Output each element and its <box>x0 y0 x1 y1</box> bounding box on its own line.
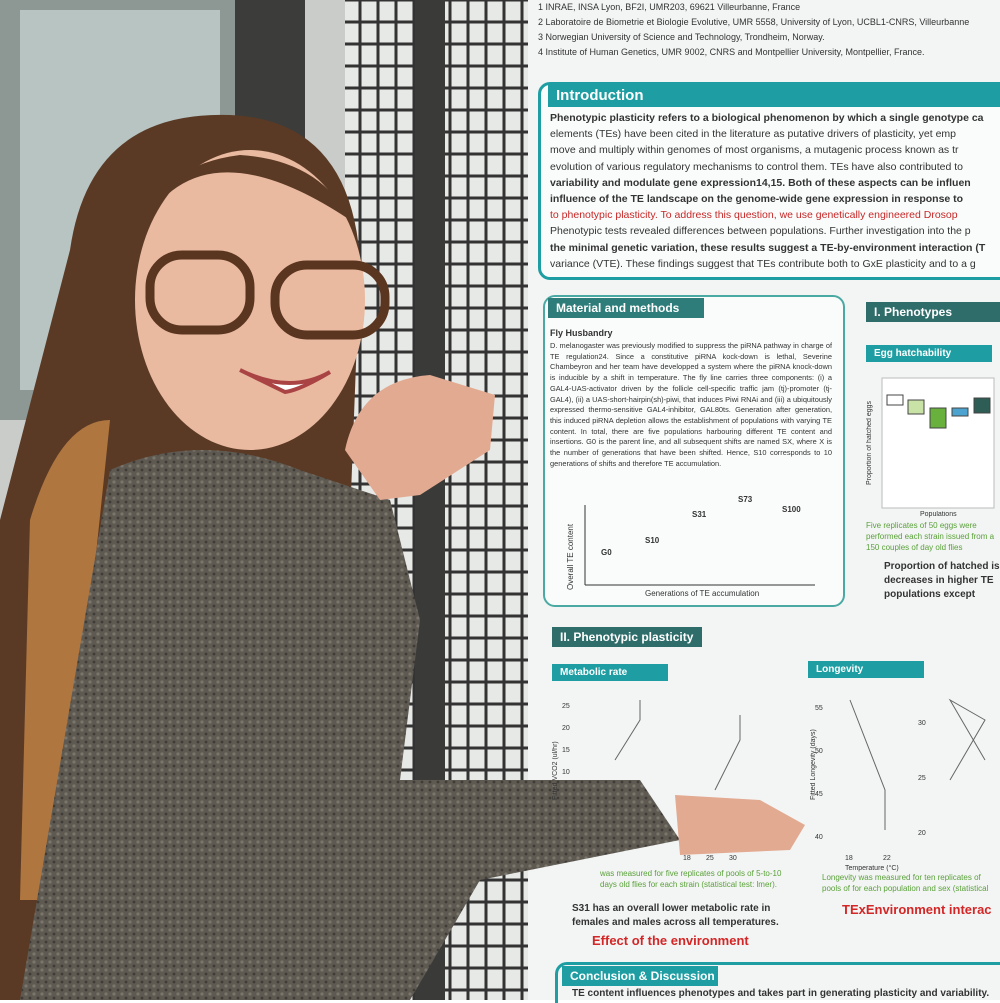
section-heading: Introduction <box>548 84 1000 107</box>
population-label: S31 <box>692 510 707 519</box>
tick-label: 18 <box>845 855 853 862</box>
subheading: Egg hatchability <box>866 345 992 362</box>
caption: Five replicates of 50 eggs were performe… <box>866 521 995 555</box>
subheading: Longevity <box>808 661 924 678</box>
population-label: S10 <box>645 536 660 545</box>
section-heading: I. Phenotypes <box>866 302 1000 322</box>
population-label: G0 <box>601 548 612 557</box>
tick-label: 20 <box>918 830 926 837</box>
hair-highlight <box>20 420 110 900</box>
section-heading: II. Phenotypic plasticity <box>552 627 702 647</box>
affiliation: 4 Institute of Human Genetics, UMR 9002,… <box>538 47 925 57</box>
affiliation: 1 INRAE, INSA Lyon, BF2I, UMR203, 69621 … <box>538 2 801 12</box>
intro-line: Phenotypic plasticity refers to a biolog… <box>550 112 984 124</box>
affiliation: 3 Norwegian University of Science and Te… <box>538 32 825 42</box>
bangs <box>140 155 350 230</box>
conclusion: TExEnvironment interac <box>842 902 992 917</box>
introduction-text: Phenotypic plasticity refers to a biolog… <box>550 110 1000 272</box>
methods-text: D. melanogaster was previously modified … <box>550 341 832 468</box>
section-heading: Material and methods <box>548 298 704 318</box>
section-heading: Conclusion & Discussion <box>562 966 718 986</box>
tick-label: 30 <box>918 720 926 727</box>
glasses-right <box>270 260 390 340</box>
methods-box <box>543 295 845 607</box>
raised-hand <box>345 375 495 500</box>
conclusion-text: TE content influences phenotypes and tak… <box>572 988 990 999</box>
intro-line: evolution of various regulatory mechanis… <box>550 160 964 173</box>
pointing-hand <box>675 795 805 855</box>
intro-line: elements (TEs) have been cited in the li… <box>550 128 956 141</box>
caption: was measured for five replicates of pool… <box>600 869 782 889</box>
axis-label: Fitted VCO2 (ul/hr) <box>552 741 559 800</box>
tick-label: 55 <box>815 705 823 712</box>
axis-label: Proportion of hatched eggs <box>866 400 873 485</box>
intro-line: variability and modulate gene expression… <box>550 176 971 189</box>
affiliations: 1 INRAE, INSA Lyon, BF2I, UMR203, 69621 … <box>538 0 1000 60</box>
tick-label: 40 <box>815 834 823 841</box>
tick-label: 25 <box>706 855 714 862</box>
intro-line: to phenotypic plasticity. To address thi… <box>550 209 958 222</box>
tick-label: 20 <box>562 725 570 732</box>
sweater <box>20 450 680 1000</box>
tick-label: 50 <box>815 748 823 755</box>
finding: Proportion of hatched is decreases in hi… <box>884 561 1000 600</box>
glasses-left <box>145 250 255 335</box>
axis-label: Overall TE content <box>566 523 575 590</box>
axis-label: Generations of TE accumulation <box>645 589 760 598</box>
affiliation: 2 Laboratoire de Biometrie et Biologie E… <box>538 17 970 27</box>
intro-line: variance (VTE). These findings suggest t… <box>550 257 976 270</box>
tick-label: 10 <box>562 769 570 776</box>
conclusion-box <box>555 962 1000 1003</box>
smile <box>239 368 332 395</box>
introduction-box <box>538 82 1000 280</box>
tick-label: 22 <box>883 855 891 862</box>
tick-label: 25 <box>918 775 926 782</box>
axis-label: Temperature (°C) <box>845 865 899 872</box>
caption: Longevity was measured for ten replicate… <box>822 873 989 893</box>
subheading: Fly Husbandry <box>550 328 613 338</box>
intro-line: move and multiply within genomes of most… <box>550 144 959 157</box>
tick-label: 18 <box>683 855 691 862</box>
finding: S31 has an overall lower metabolic rate … <box>572 903 779 928</box>
intro-line: the minimal genetic variation, these res… <box>550 241 986 254</box>
intro-line: Phenotypic tests revealed differences be… <box>550 225 971 238</box>
tick-label: 25 <box>562 703 570 710</box>
tick-label: 45 <box>815 791 823 798</box>
subheading: Metabolic rate <box>552 664 668 681</box>
tick-label: 15 <box>562 747 570 754</box>
intro-line: influence of the TE landscape on the gen… <box>550 193 964 206</box>
axis-label: Fitted Longevity (days) <box>810 729 817 800</box>
axis-label: Populations <box>920 511 957 518</box>
tick-label: 30 <box>729 855 737 862</box>
population-label: S100 <box>782 505 801 514</box>
population-label: S73 <box>738 495 753 504</box>
conclusion: Effect of the environment <box>592 933 749 948</box>
